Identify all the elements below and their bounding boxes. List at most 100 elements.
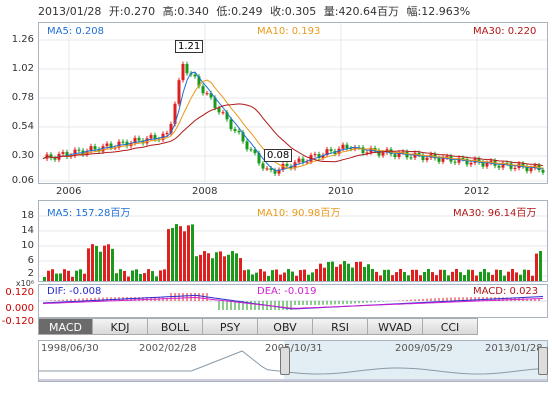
price-candle: [145, 138, 149, 144]
price-chart[interactable]: MA5: 0.208 MA10: 0.193 MA30: 0.220 1.21 …: [38, 22, 548, 184]
volume-bar: [339, 264, 342, 281]
tab-obv[interactable]: OBV: [258, 318, 313, 335]
price-candle: [365, 152, 369, 154]
price-candle: [237, 130, 241, 133]
price-candle: [265, 168, 269, 170]
volume-bar: [159, 270, 162, 281]
tab-kdj[interactable]: KDJ: [93, 318, 148, 335]
volume-bar: [487, 272, 490, 281]
price-y-tick: 1.26: [11, 34, 34, 45]
macd-y-tick: -0.120: [1, 316, 34, 327]
volume-bar: [395, 272, 398, 281]
volume-bar: [411, 269, 414, 281]
price-candle: [261, 163, 265, 169]
volume-chart[interactable]: MA5: 157.28百万 MA10: 90.98百万 MA30: 96.14百…: [38, 200, 548, 282]
volume-bar: [87, 248, 90, 281]
volume-bar: [255, 272, 258, 281]
vol-ma5-label: MA5: 157.28百万: [47, 208, 131, 219]
volume-bar: [283, 272, 286, 281]
price-candle: [301, 158, 305, 163]
volume-bar: [291, 271, 294, 281]
volume-bar: [183, 231, 186, 281]
volume-bar: [403, 271, 406, 281]
price-candle: [213, 97, 217, 108]
price-candle: [149, 135, 153, 139]
volume-bar: [359, 261, 362, 281]
volume-bar: [331, 261, 334, 281]
volume-bar: [379, 275, 382, 281]
price-candle: [73, 149, 77, 156]
volume-bar: [103, 245, 106, 281]
range-navigator[interactable]: 1998/06/30 2002/02/28 2005/10/31 2009/05…: [38, 340, 548, 382]
volume-bar: [519, 274, 522, 281]
tab-wvad[interactable]: WVAD: [368, 318, 423, 335]
tab-macd[interactable]: MACD: [38, 318, 93, 335]
macd-chart[interactable]: DIF: -0.008 DEA: -0.019 MACD: 0.023: [38, 284, 548, 318]
price-candle: [93, 146, 97, 150]
price-candle: [313, 154, 317, 156]
tab-rsi[interactable]: RSI: [313, 318, 368, 335]
quote-amplitude: 幅:12.963%: [406, 5, 471, 18]
price-candle: [249, 149, 253, 151]
price-candle: [421, 154, 425, 161]
price-y-tick: 1.02: [11, 63, 34, 74]
volume-bar: [79, 269, 82, 281]
tab-psy[interactable]: PSY: [203, 318, 258, 335]
volume-bar: [531, 275, 534, 281]
price-candle: [77, 149, 81, 151]
volume-bar: [163, 269, 166, 281]
volume-bar: [427, 269, 430, 281]
volume-bar: [47, 270, 50, 281]
volume-bar: [239, 258, 242, 281]
price-candle: [397, 152, 401, 157]
volume-bar: [355, 261, 358, 281]
nav-price-line: [39, 350, 547, 375]
price-candle: [481, 162, 485, 167]
volume-bar: [243, 270, 246, 281]
quote-bar: 2013/01/28 开:0.270 高:0.340 低:0.249 收:0.3…: [38, 3, 474, 19]
volume-bar: [107, 244, 110, 281]
volume-bar: [371, 269, 374, 281]
volume-bar: [351, 267, 354, 281]
volume-bar: [171, 227, 174, 281]
volume-bar: [95, 245, 98, 281]
price-candle: [317, 154, 321, 158]
volume-bar: [407, 275, 410, 281]
vol-y-tick: 6: [27, 255, 34, 266]
macd-chart-svg: [39, 293, 547, 310]
volume-bar: [59, 273, 62, 281]
tab-cci[interactable]: CCI: [423, 318, 478, 335]
nav-scrollbar[interactable]: [39, 379, 547, 381]
dif-line: [42, 294, 544, 310]
dea-label: DEA: -0.019: [257, 286, 317, 297]
volume-bar: [419, 275, 422, 281]
volume-bar: [527, 270, 530, 281]
price-candle: [393, 154, 397, 157]
nav-right-handle[interactable]: [538, 347, 548, 375]
volume-bar: [91, 244, 94, 281]
volume-bar: [535, 253, 538, 281]
tab-boll[interactable]: BOLL: [148, 318, 203, 335]
volume-bar: [131, 270, 134, 281]
volume-bar: [71, 276, 74, 281]
price-candle: [329, 149, 333, 152]
price-candle: [521, 163, 525, 167]
volume-bar: [511, 269, 514, 281]
volume-bar: [267, 275, 270, 281]
nav-left-handle[interactable]: [280, 347, 290, 375]
price-candle: [121, 141, 125, 143]
volume-bar: [295, 275, 298, 281]
volume-bar: [319, 263, 322, 281]
volume-bar: [143, 273, 146, 281]
volume-bar: [259, 269, 262, 281]
price-candle: [337, 148, 341, 154]
volume-bar: [251, 274, 254, 281]
volume-bar: [503, 275, 506, 281]
volume-bar: [271, 270, 274, 281]
quote-high: 高:0.340: [162, 5, 209, 18]
dif-label: DIF: -0.008: [47, 286, 102, 297]
price-candle: [513, 167, 517, 169]
price-candle: [101, 146, 105, 152]
volume-bar: [343, 261, 346, 281]
volume-bar: [275, 269, 278, 281]
